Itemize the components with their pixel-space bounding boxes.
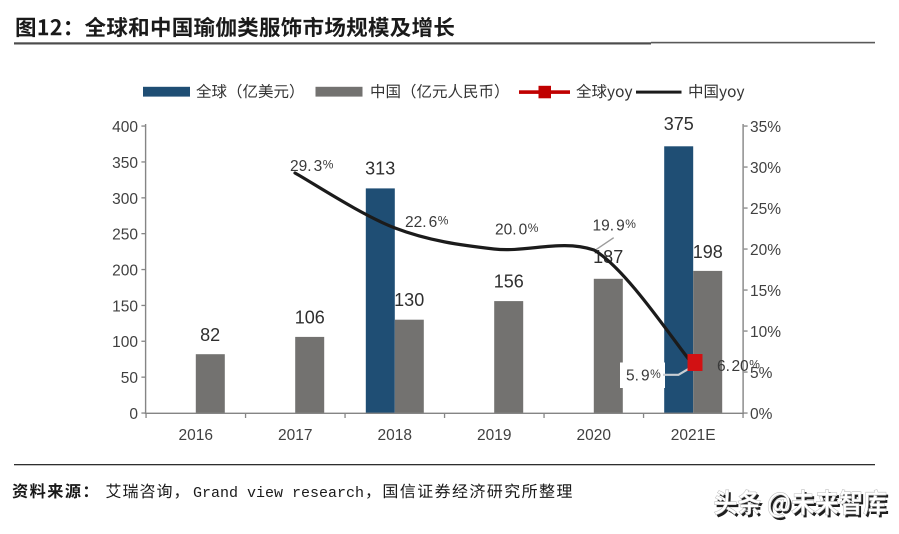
svg-text:2019: 2019 [477, 427, 511, 444]
svg-text:150: 150 [112, 298, 138, 315]
svg-text:6.20%: 6.20% [717, 358, 760, 375]
svg-text:400: 400 [112, 119, 138, 136]
svg-text:250: 250 [112, 227, 138, 244]
svg-text:15%: 15% [750, 283, 781, 300]
svg-text:106: 106 [295, 308, 325, 328]
svg-text:200: 200 [112, 263, 138, 280]
svg-text:300: 300 [112, 191, 138, 208]
svg-text:20%: 20% [750, 242, 781, 259]
svg-text:10%: 10% [750, 324, 781, 341]
svg-text:156: 156 [494, 272, 524, 292]
svg-text:25%: 25% [750, 201, 781, 218]
svg-text:82: 82 [200, 325, 220, 345]
svg-text:350: 350 [112, 155, 138, 172]
svg-text:5.9%: 5. 9% [626, 367, 661, 384]
svg-text:100: 100 [112, 334, 138, 351]
svg-text:Grand view research: Grand view research [193, 485, 364, 502]
svg-text:2016: 2016 [179, 427, 213, 444]
svg-text:35%: 35% [750, 119, 781, 136]
svg-text:0%: 0% [750, 406, 773, 423]
svg-text:0: 0 [129, 406, 138, 423]
svg-text:187: 187 [593, 247, 623, 267]
svg-text:5%: 5% [750, 365, 773, 382]
svg-text:313: 313 [365, 159, 395, 179]
svg-text:29.3%: 29. 3% [290, 158, 334, 175]
svg-text:198: 198 [693, 242, 723, 262]
svg-text:19.9%: 19. 9% [593, 217, 637, 234]
svg-text:30%: 30% [750, 160, 781, 177]
svg-text:20.0%: 20. 0% [495, 221, 539, 238]
svg-text:375: 375 [664, 114, 694, 134]
svg-text:2017: 2017 [278, 427, 312, 444]
svg-text:50: 50 [121, 370, 139, 387]
svg-text:130: 130 [394, 290, 424, 310]
svg-text:22.6%: 22. 6% [405, 214, 449, 231]
svg-text:2020: 2020 [577, 427, 612, 444]
svg-text:2018: 2018 [378, 427, 412, 444]
svg-text:2021E: 2021E [671, 427, 716, 444]
